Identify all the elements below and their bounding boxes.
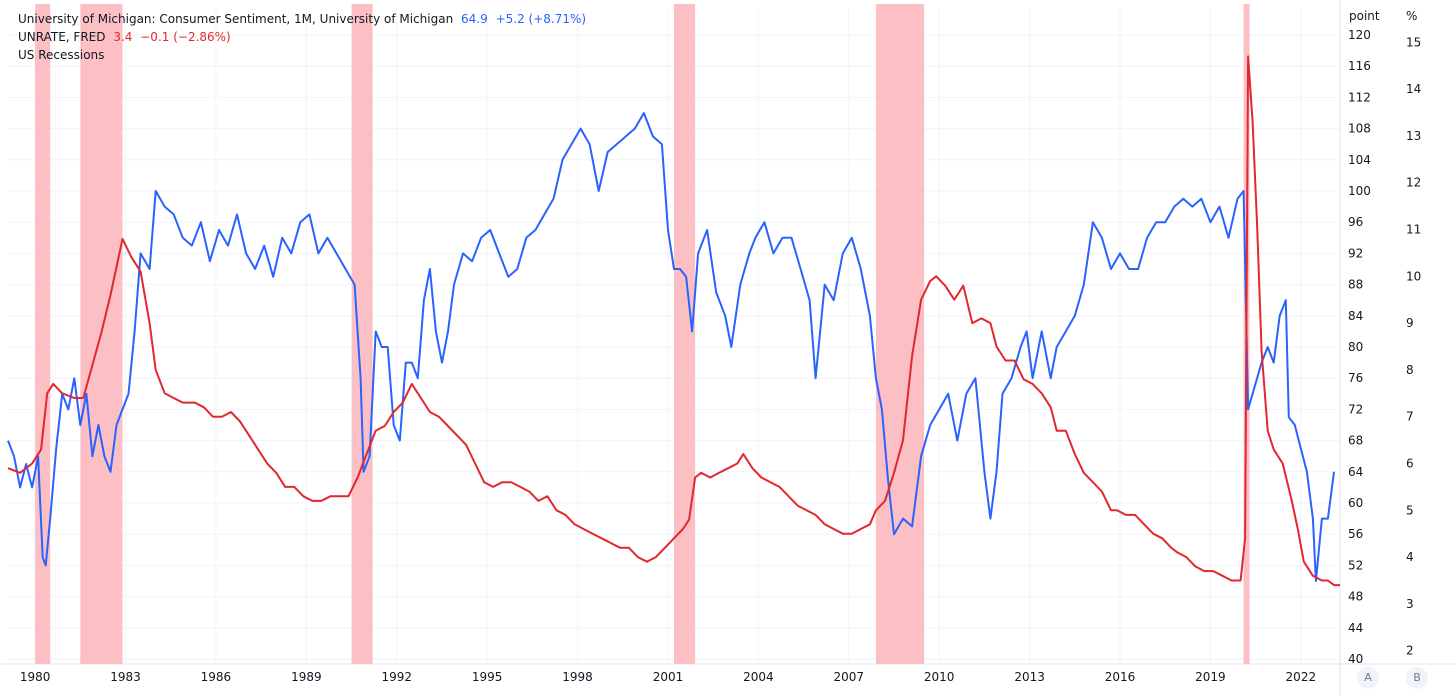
x-tick-label: 1995 [472,670,503,684]
y-left-tick-label: 100 [1348,184,1371,198]
x-tick-label: 2016 [1105,670,1136,684]
scale-button-right[interactable]: B [1406,667,1428,689]
y-left-tick-label: 80 [1348,340,1363,354]
y-left-tick-label: 92 [1348,246,1363,260]
y-right-tick-label: 3 [1406,597,1414,611]
y-left-tick-label: 44 [1348,621,1363,635]
legend-change-unrate: −0.1 (−2.86%) [140,30,231,44]
y-left-tick-label: 76 [1348,371,1363,385]
series-lines [7,55,1340,587]
y-right-tick-label: 7 [1406,410,1414,424]
legend-label-sentiment: University of Michigan: Consumer Sentime… [18,12,454,26]
recession-band [875,4,925,664]
y-right-tick-label: 10 [1406,269,1421,283]
y-left-tick-label: 72 [1348,402,1363,416]
y-left-tick-label: 56 [1348,527,1363,541]
x-tick-label: 1989 [291,670,322,684]
x-tick-label: 2001 [653,670,684,684]
y-right-unit: % [1406,9,1417,23]
y-right-tick-label: 14 [1406,82,1421,96]
y-left-tick-label: 112 [1348,90,1371,104]
y-left-tick-label: 104 [1348,153,1371,167]
y-left-tick-label: 40 [1348,652,1363,666]
y-right-tick-label: 11 [1406,223,1421,237]
y-left-tick-label: 52 [1348,558,1363,572]
y-left-tick-label: 84 [1348,309,1363,323]
legend-value-sentiment: 64.9 [461,12,488,26]
legend-label-unrate: UNRATE, FRED [18,30,106,44]
x-tick-label: 1992 [381,670,412,684]
y-left-tick-label: 96 [1348,215,1363,229]
series-line-unrate [7,55,1340,587]
y-axis-percent[interactable]: 2 3 4 5 6 7 8 9 10 11 12 13 14 15% [1406,9,1421,658]
y-left-tick-label: 60 [1348,496,1363,510]
x-tick-label: 1983 [110,670,141,684]
legend-value-unrate: 3.4 [113,30,133,44]
series-line-sentiment [7,112,1335,582]
y-left-tick-label: 116 [1348,59,1371,73]
x-tick-label: 1980 [20,670,51,684]
x-tick-label: 2013 [1014,670,1045,684]
y-right-tick-label: 12 [1406,176,1421,190]
x-tick-label: 2022 [1286,670,1317,684]
y-right-tick-label: 13 [1406,129,1421,143]
recession-band [674,4,696,664]
legend-change-sentiment: +5.2 (+8.71%) [495,12,587,26]
y-right-tick-label: 8 [1406,363,1414,377]
y-left-tick-label: 68 [1348,434,1363,448]
recession-band [35,4,51,664]
y-left-unit: point [1349,9,1380,23]
y-right-tick-label: 4 [1406,550,1414,564]
x-tick-label: 1998 [562,670,593,684]
y-right-tick-label: 6 [1406,456,1414,470]
y-left-tick-label: 64 [1348,465,1363,479]
legend-row-sentiment[interactable]: University of Michigan: Consumer Sentime… [18,10,586,28]
x-tick-label: 1986 [201,670,232,684]
x-tick-label: 2010 [924,670,955,684]
legend: University of Michigan: Consumer Sentime… [18,10,586,64]
y-left-tick-label: 88 [1348,278,1363,292]
legend-row-unrate[interactable]: UNRATE, FRED 3.4 −0.1 (−2.86%) [18,28,586,46]
recession-band [351,4,373,664]
y-right-tick-label: 15 [1406,35,1421,49]
y-axis-point[interactable]: 40 44 48 52 56 60 64 68 72 76 80 84 88 92 96 100 104 108 1… [1348,9,1380,666]
y-right-tick-label: 2 [1406,644,1414,658]
legend-row-recessions[interactable]: US Recessions [18,46,586,64]
x-tick-label: 2019 [1195,670,1226,684]
x-axis[interactable]: 1980 1983 1986 1989 1992 1995 1998 2001 2004 2007… [20,670,1316,684]
y-left-tick-label: 108 [1348,122,1371,136]
y-left-tick-label: 120 [1348,28,1371,42]
scale-button-left[interactable]: A [1357,667,1379,689]
legend-label-recessions: US Recessions [18,48,105,62]
y-right-tick-label: 5 [1406,503,1414,517]
y-right-tick-label: 9 [1406,316,1414,330]
x-tick-label: 2007 [834,670,865,684]
y-left-tick-label: 48 [1348,590,1363,604]
x-tick-label: 2004 [743,670,774,684]
